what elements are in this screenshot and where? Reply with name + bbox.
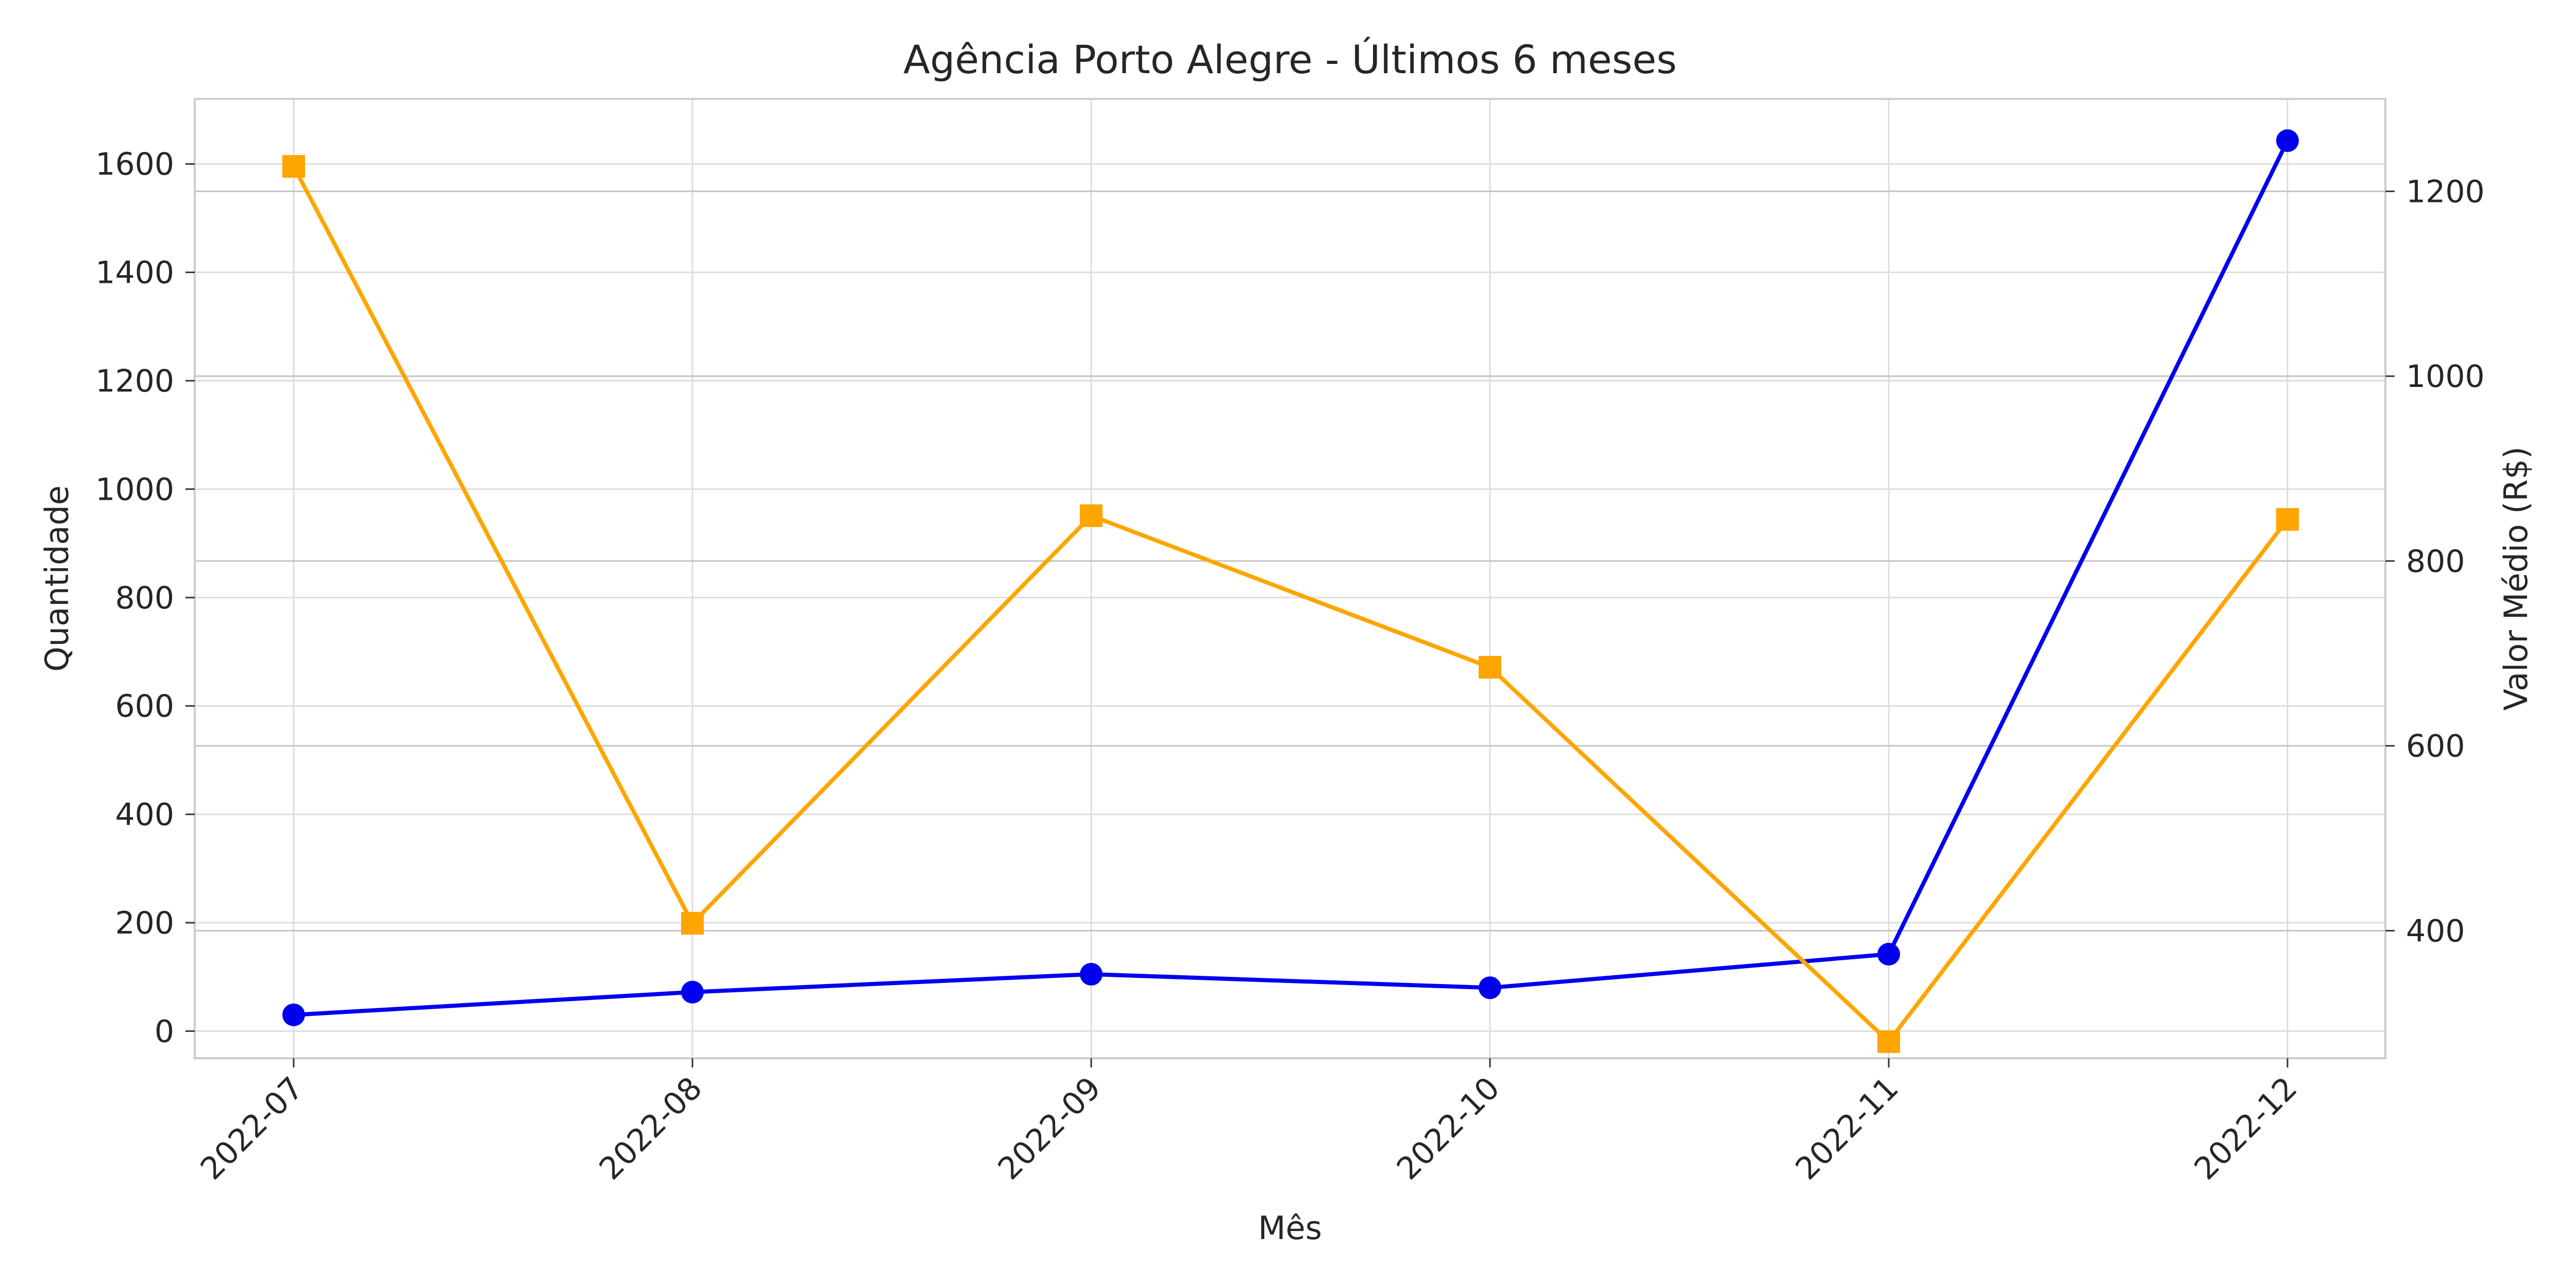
y-tick-label-right: 1000 — [2406, 359, 2485, 395]
y-tick-label-left: 1400 — [95, 255, 174, 291]
series-line-left — [293, 140, 2290, 1017]
y-tick-label-left: 1200 — [95, 363, 174, 399]
y-tick-label-right: 800 — [2406, 544, 2465, 580]
x-axis-label: Mês — [1258, 1209, 1322, 1247]
y-tick-label-right: 1200 — [2406, 174, 2485, 210]
y-axis-label-right: Valor Médio (R$) — [2497, 447, 2535, 711]
y-tick-label-left: 200 — [115, 905, 174, 941]
series-layer — [282, 129, 2299, 1053]
data-point-left — [1080, 962, 1103, 986]
data-point-right — [2276, 508, 2299, 531]
data-point-right — [1479, 656, 1501, 679]
y-tick-label-left: 400 — [115, 797, 174, 833]
data-point-right — [282, 155, 305, 178]
data-point-right — [681, 912, 704, 935]
data-point-left — [2276, 129, 2299, 152]
data-point-left — [282, 1003, 305, 1026]
y-tick-label-left: 1000 — [95, 471, 174, 507]
data-point-left — [681, 980, 704, 1004]
data-point-left — [1479, 976, 1501, 999]
y-tick-label-left: 800 — [115, 580, 174, 616]
y-tick-label-left: 600 — [115, 688, 174, 724]
data-point-left — [1877, 943, 1900, 966]
y-tick-label-right: 600 — [2406, 728, 2465, 765]
data-point-right — [1080, 504, 1103, 528]
chart-title: Agência Porto Alegre - Últimos 6 meses — [903, 36, 1676, 82]
y-axis-label-left: Quantidade — [38, 485, 76, 672]
data-point-right — [1877, 1030, 1900, 1053]
y-tick-label-left: 0 — [155, 1013, 174, 1049]
grid-layer — [195, 99, 2385, 1058]
y-tick-label-right: 400 — [2406, 913, 2465, 949]
plot-frame — [194, 98, 2386, 1059]
series-line-right — [292, 165, 2290, 1044]
y-tick-label-left: 1600 — [95, 146, 174, 182]
